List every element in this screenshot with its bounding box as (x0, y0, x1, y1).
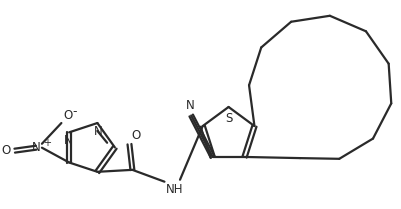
Text: O: O (131, 129, 140, 142)
Text: O: O (63, 109, 73, 122)
Text: N: N (32, 141, 41, 154)
Text: N: N (64, 134, 72, 147)
Text: -: - (72, 105, 76, 118)
Text: N: N (94, 125, 103, 138)
Text: S: S (224, 112, 232, 125)
Text: N: N (185, 99, 194, 112)
Text: O: O (2, 144, 11, 157)
Text: +: + (43, 138, 51, 148)
Text: NH: NH (165, 183, 182, 196)
